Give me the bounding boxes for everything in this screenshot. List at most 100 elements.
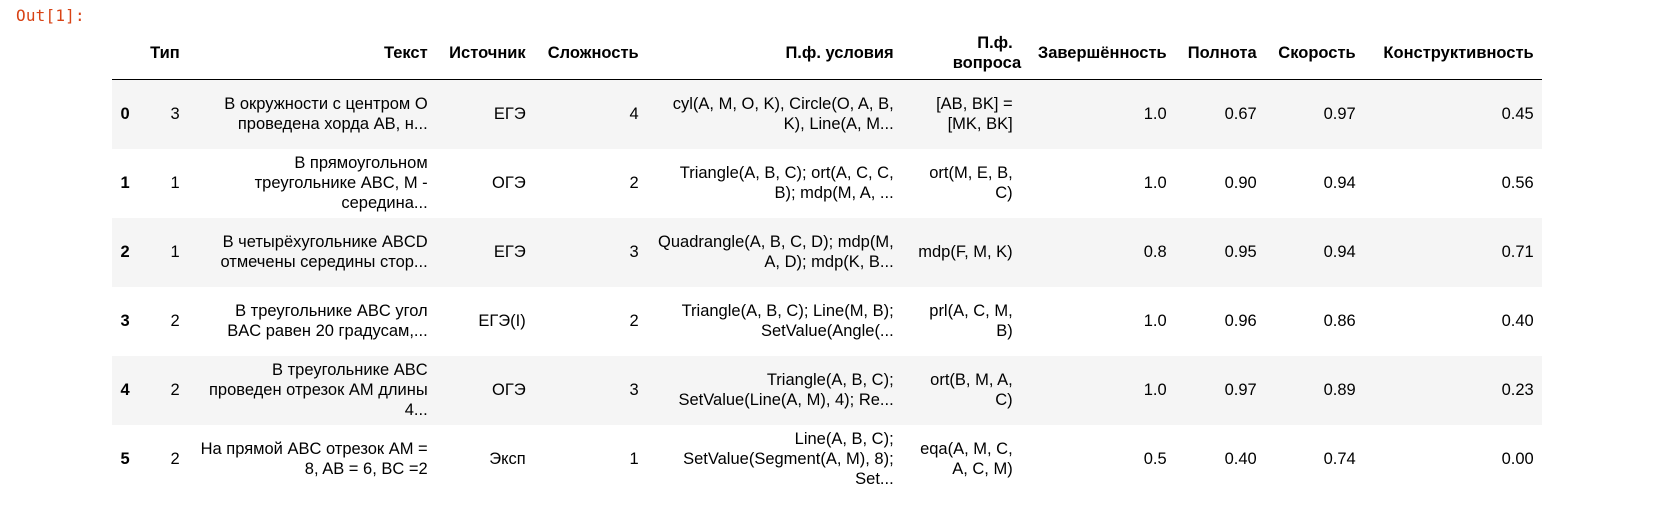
cell-difficulty: 3	[629, 381, 639, 399]
cell-speed: 0.74	[1323, 450, 1356, 468]
cell-condition-formal: Triangle(A, B, C); Line(M, B); SetValue(…	[647, 287, 902, 356]
cell-text: В треугольнике ABC проведен отрезок AM д…	[188, 356, 436, 425]
table-row: 3 2 В треугольнике ABC угол BAC равен 20 г…	[112, 286, 1543, 356]
cell-completeness: 1.0	[1143, 105, 1167, 124]
cell-text: На прямой ABC отрезок AM = 8, AB = 6, BC…	[188, 425, 436, 494]
header-constructiveness: Конструктивность	[1364, 26, 1543, 80]
cell-completeness: 1.0	[1143, 312, 1167, 330]
cell-question-formal-value: eqa(A, M, C, A, C, M)	[920, 440, 1013, 478]
table-row: 2 1 В четырёхугольнике ABCD отмечены серед…	[112, 217, 1543, 287]
row-index: 1	[120, 174, 130, 192]
cell-text-value: В окружности с центром O проведена хорда…	[224, 95, 428, 134]
row-index: 0	[120, 105, 130, 124]
cell-text-value: В четырёхугольнике ABCD отмечены середин…	[220, 233, 428, 271]
table-row: 4 2 В треугольнике ABC проведен отрезок AM…	[112, 355, 1543, 425]
cell-type: 2	[170, 381, 180, 399]
cell-constructiveness: 0.71	[1501, 243, 1534, 261]
cell-question-formal: [AB, BK] = [MK, BK]	[902, 80, 1021, 149]
cell-question-formal: ort(M, E, B, C)	[902, 149, 1021, 218]
cell-fullness: 0.97	[1224, 381, 1257, 399]
header-completeness: Завершённость	[1021, 26, 1176, 80]
dataframe-output: Тип Текст Источник Сложность П.ф. услови…	[112, 26, 1543, 494]
table-body: 0 3 В окружности с центром O проведена хор…	[112, 79, 1543, 494]
cell-question-formal-value: ort(M, E, B, C)	[929, 164, 1013, 202]
cell-difficulty: 3	[629, 243, 639, 261]
cell-fullness: 0.40	[1224, 450, 1257, 468]
cell-text-value: На прямой ABC отрезок AM = 8, AB = 6, BC…	[200, 440, 428, 478]
cell-question-formal-value: mdp(F, M, K)	[918, 243, 1013, 261]
cell-type: 1	[170, 174, 180, 192]
cell-text-value: В треугольнике ABC угол BAC равен 20 гра…	[227, 302, 428, 340]
cell-source: ЕГЭ	[493, 243, 526, 261]
table-row: 1 1 В прямоугольном треугольнике ABC, M - …	[112, 148, 1543, 218]
cell-text: В прямоугольном треугольнике ABC, M - се…	[188, 149, 436, 218]
cell-condition-formal-value: Line(A, B, C); SetValue(Segment(A, M), 8…	[683, 430, 894, 488]
cell-text: В окружности с центром O проведена хорда…	[188, 80, 436, 149]
cell-fullness: 0.96	[1224, 312, 1257, 330]
cell-constructiveness: 0.45	[1501, 105, 1534, 124]
cell-question-formal: mdp(F, M, K)	[902, 218, 1021, 287]
cell-speed: 0.86	[1323, 312, 1356, 330]
cell-question-formal-value: prl(A, C, M, B)	[929, 302, 1013, 340]
cell-question-formal: prl(A, C, M, B)	[902, 287, 1021, 356]
cell-completeness: 0.8	[1143, 243, 1167, 261]
cell-speed: 0.89	[1323, 381, 1356, 399]
cell-question-formal-value: ort(B, M, A, C)	[930, 371, 1013, 409]
cell-speed: 0.94	[1323, 243, 1356, 261]
cell-text-value: В треугольнике ABC проведен отрезок AM д…	[209, 361, 428, 419]
cell-question-formal-value: [AB, BK] = [MK, BK]	[936, 95, 1013, 134]
cell-text: В треугольнике ABC угол BAC равен 20 гра…	[188, 287, 436, 356]
cell-constructiveness: 0.40	[1501, 312, 1534, 330]
cell-source: ОГЭ	[492, 381, 526, 399]
cell-constructiveness: 0.56	[1501, 174, 1534, 192]
cell-condition-formal-value: Quadrangle(A, B, C, D); mdp(M, A, D); md…	[658, 233, 894, 271]
cell-condition-formal: Quadrangle(A, B, C, D); mdp(M, A, D); md…	[647, 218, 902, 287]
cell-text-value: В прямоугольном треугольнике ABC, M - се…	[254, 154, 428, 212]
cell-fullness: 0.95	[1224, 243, 1257, 261]
cell-source: ОГЭ	[492, 174, 526, 192]
cell-type: 3	[170, 105, 180, 124]
dataframe-table: Тип Текст Источник Сложность П.ф. услови…	[112, 26, 1543, 494]
cell-source: ЕГЭ(I)	[478, 312, 526, 330]
cell-difficulty: 2	[629, 312, 639, 330]
cell-condition-formal-value: cyl(A, M, O, K), Circle(O, A, B, K), Lin…	[672, 95, 894, 134]
cell-speed: 0.94	[1323, 174, 1356, 192]
cell-question-formal: eqa(A, M, C, A, C, M)	[902, 425, 1021, 494]
cell-condition-formal-value: Triangle(A, B, C); ort(A, C, C, B); mdp(…	[679, 164, 894, 202]
header-speed: Скорость	[1265, 26, 1365, 80]
row-index: 4	[120, 381, 130, 399]
cell-source: Эксп	[489, 450, 526, 468]
row-index: 3	[120, 312, 130, 330]
cell-completeness: 1.0	[1143, 174, 1167, 192]
cell-constructiveness: 0.00	[1501, 450, 1534, 468]
header-question-formal: П.ф. вопроса	[902, 26, 1022, 80]
cell-type: 1	[170, 243, 180, 261]
header-index	[112, 26, 139, 80]
cell-source: ЕГЭ	[493, 105, 526, 124]
header-type: Тип	[138, 26, 189, 80]
cell-condition-formal: Triangle(A, B, C); ort(A, C, C, B); mdp(…	[647, 149, 902, 218]
cell-constructiveness: 0.23	[1501, 381, 1534, 399]
header-difficulty: Сложность	[534, 26, 648, 80]
cell-text: В четырёхугольнике ABCD отмечены середин…	[188, 218, 436, 287]
table-header: Тип Текст Источник Сложность П.ф. услови…	[112, 26, 1543, 80]
cell-speed: 0.97	[1323, 105, 1356, 124]
cell-type: 2	[170, 450, 180, 468]
cell-condition-formal: Line(A, B, C); SetValue(Segment(A, M), 8…	[647, 425, 902, 494]
cell-condition-formal: cyl(A, M, O, K), Circle(O, A, B, K), Lin…	[647, 80, 902, 149]
cell-completeness: 0.5	[1143, 450, 1167, 468]
header-text: Текст	[188, 26, 437, 80]
header-source: Источник	[436, 26, 535, 80]
cell-difficulty: 4	[629, 105, 639, 124]
cell-completeness: 1.0	[1143, 381, 1167, 399]
header-question-formal-label: П.ф. вопроса	[952, 33, 1022, 72]
cell-condition-formal: Triangle(A, B, C); SetValue(Line(A, M), …	[647, 356, 902, 425]
cell-question-formal: ort(B, M, A, C)	[902, 356, 1021, 425]
cell-condition-formal-value: Triangle(A, B, C); SetValue(Line(A, M), …	[678, 371, 894, 409]
cell-condition-formal-value: Triangle(A, B, C); Line(M, B); SetValue(…	[681, 302, 894, 340]
header-row: Тип Текст Источник Сложность П.ф. услови…	[112, 26, 1543, 80]
header-fullness: Полнота	[1175, 26, 1266, 80]
row-index: 5	[120, 450, 130, 468]
output-prompt: Out[1]:	[16, 6, 85, 25]
cell-difficulty: 2	[629, 174, 639, 192]
